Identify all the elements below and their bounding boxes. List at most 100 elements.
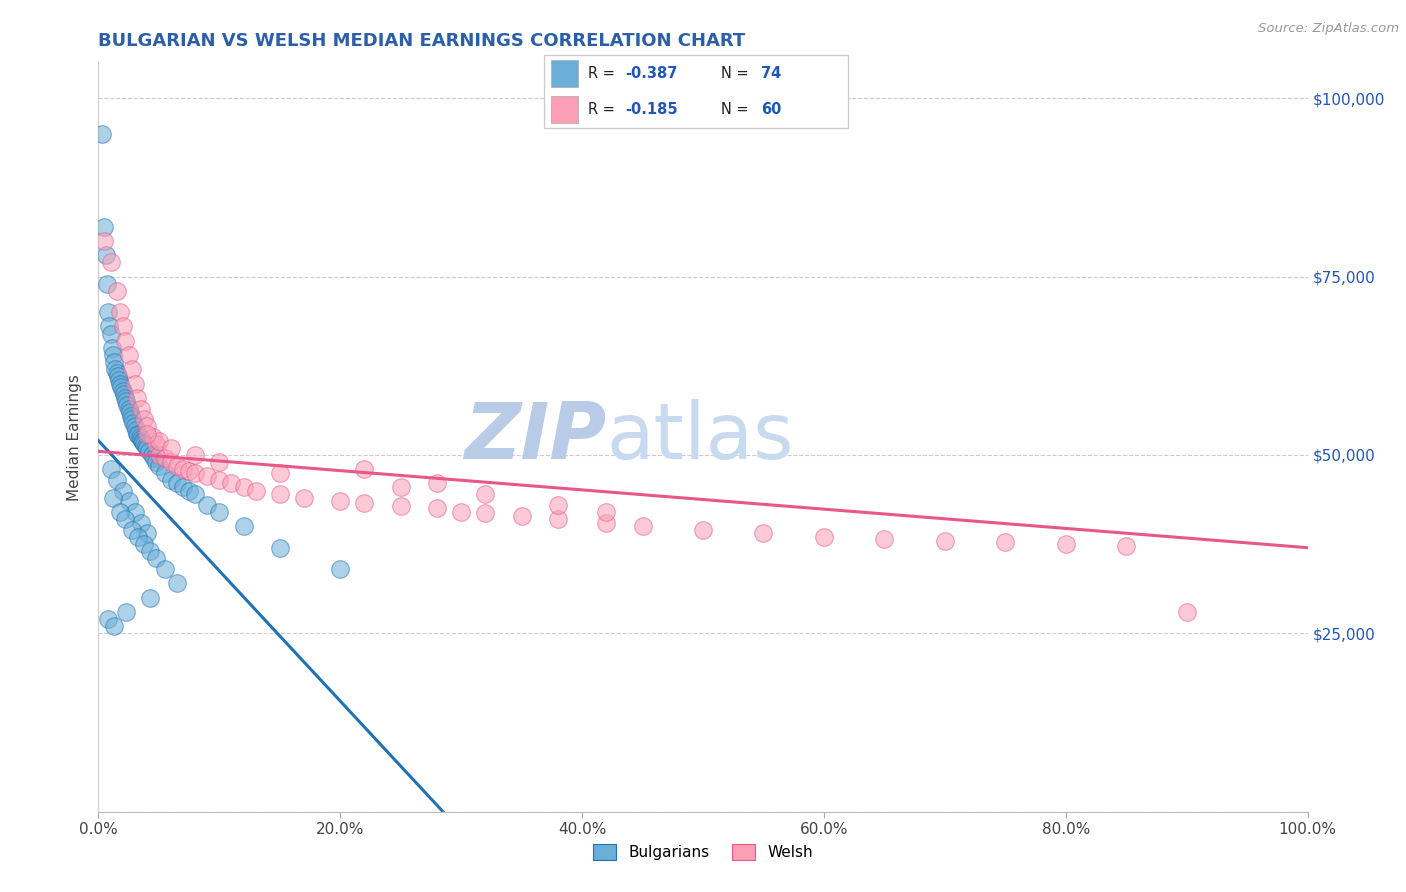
Point (595, 516, 617, 530)
Text: N =: N = (721, 66, 754, 81)
Point (117, 398, 139, 412)
Point (129, 401, 152, 416)
Point (108, 376, 131, 391)
Point (208, 455, 231, 469)
Point (121, 412, 143, 426)
Point (153, 466, 176, 480)
Point (195, 498, 218, 512)
Point (353, 496, 375, 510)
Point (166, 476, 188, 491)
Text: -0.387: -0.387 (624, 66, 678, 81)
Point (127, 428, 149, 442)
Text: Source: ZipAtlas.com: Source: ZipAtlas.com (1258, 22, 1399, 36)
Point (141, 448, 163, 462)
Point (160, 473, 183, 487)
Point (595, 505, 617, 519)
Text: R =: R = (588, 102, 619, 117)
Point (153, 451, 176, 466)
Point (184, 466, 207, 480)
Point (105, 284, 128, 298)
Point (124, 419, 146, 434)
Point (115, 605, 138, 619)
Point (160, 455, 183, 469)
Point (269, 487, 291, 501)
Point (111, 319, 134, 334)
Point (221, 476, 243, 491)
Point (179, 483, 201, 498)
Point (127, 530, 149, 544)
Point (91, 127, 114, 141)
Point (547, 498, 569, 512)
Point (107, 369, 129, 384)
Point (100, 462, 122, 476)
Point (110, 380, 132, 394)
Point (426, 501, 449, 516)
Point (1054, 537, 1077, 551)
Point (426, 476, 449, 491)
Point (1115, 539, 1137, 553)
Point (145, 437, 167, 451)
Text: -0.185: -0.185 (624, 102, 678, 117)
Point (101, 491, 124, 505)
Point (135, 439, 157, 453)
Point (134, 437, 156, 451)
Point (101, 348, 124, 362)
Point (208, 473, 231, 487)
Point (129, 516, 152, 530)
Y-axis label: Median Earnings: Median Earnings (67, 374, 83, 500)
Point (98, 319, 121, 334)
Text: N =: N = (721, 102, 754, 117)
Text: R =: R = (588, 66, 619, 81)
Point (124, 376, 146, 391)
Point (172, 480, 194, 494)
Text: 74: 74 (761, 66, 782, 81)
Point (184, 487, 207, 501)
Point (125, 423, 148, 437)
Point (166, 576, 188, 591)
Point (135, 419, 157, 434)
Text: atlas: atlas (606, 399, 794, 475)
Point (135, 441, 157, 455)
Text: ZIP: ZIP (464, 399, 606, 475)
Text: BULGARIAN VS WELSH MEDIAN EARNINGS CORRELATION CHART: BULGARIAN VS WELSH MEDIAN EARNINGS CORRE… (98, 32, 745, 50)
Point (474, 487, 496, 501)
Point (94, 248, 117, 262)
Point (148, 434, 170, 448)
Point (129, 432, 152, 446)
Point (115, 394, 138, 409)
Point (135, 526, 157, 541)
Point (114, 512, 136, 526)
Point (148, 448, 170, 462)
Text: 60: 60 (761, 102, 782, 117)
Point (127, 391, 149, 405)
Point (631, 519, 654, 533)
Point (112, 387, 135, 401)
Point (692, 523, 714, 537)
Point (131, 434, 153, 448)
Point (172, 462, 194, 476)
Point (160, 441, 183, 455)
Point (1175, 605, 1198, 619)
Point (104, 362, 127, 376)
Point (184, 448, 207, 462)
Point (353, 462, 375, 476)
Point (510, 508, 533, 523)
Point (114, 391, 136, 405)
Point (547, 512, 569, 526)
Point (128, 430, 150, 444)
Point (389, 480, 412, 494)
Point (329, 494, 352, 508)
Point (114, 334, 136, 348)
Point (873, 532, 896, 546)
Point (120, 409, 142, 423)
Point (122, 416, 145, 430)
Point (111, 384, 134, 398)
Point (994, 535, 1017, 549)
Point (124, 505, 146, 519)
Point (121, 523, 143, 537)
Point (103, 619, 125, 633)
Point (118, 348, 141, 362)
Point (96, 277, 118, 291)
Point (232, 519, 254, 533)
Legend: Bulgarians, Welsh: Bulgarians, Welsh (593, 845, 813, 860)
